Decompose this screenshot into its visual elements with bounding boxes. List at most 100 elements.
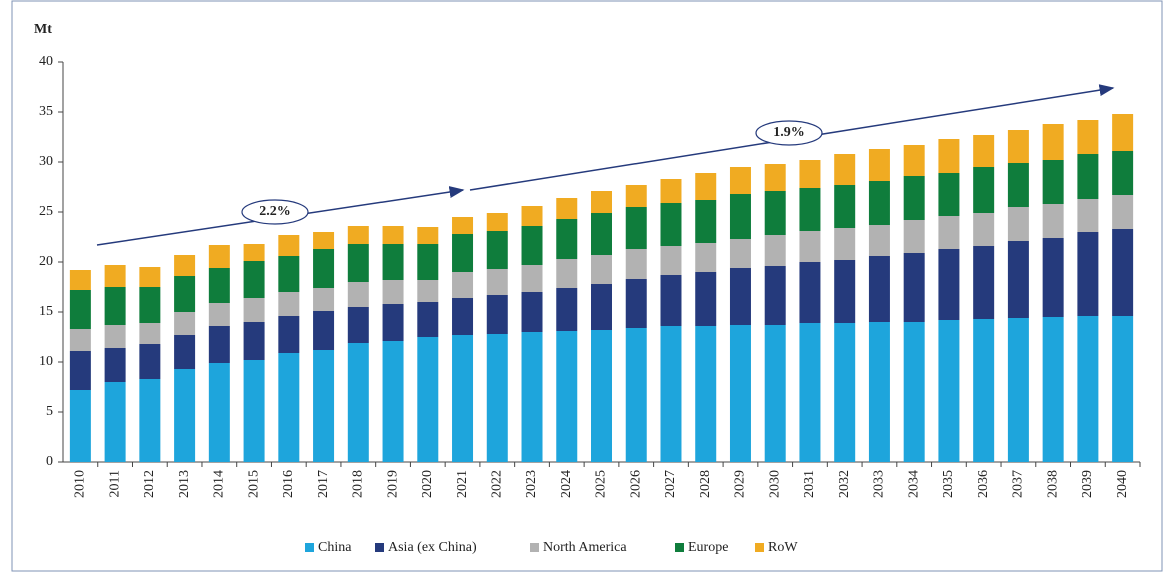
bar-segment <box>69 290 91 329</box>
bar-segment <box>521 265 543 292</box>
bar-segment <box>1042 204 1064 238</box>
bar-segment <box>521 292 543 332</box>
bar-segment <box>486 334 508 462</box>
bar-segment <box>625 249 647 279</box>
y-tick-label: 20 <box>39 254 53 269</box>
bar-segment <box>139 287 161 323</box>
x-tick-label: 2037 <box>1011 470 1026 498</box>
bar-segment <box>938 173 960 216</box>
bar-segment <box>417 244 439 280</box>
legend-label: North America <box>543 540 627 555</box>
bar-segment <box>347 244 369 282</box>
bar-segment <box>834 185 856 228</box>
legend-label: Asia (ex China) <box>388 540 477 555</box>
bar-segment <box>868 322 890 462</box>
bar-segment <box>903 220 925 253</box>
bar-segment <box>139 267 161 287</box>
bar-segment <box>1077 154 1099 199</box>
x-tick-label: 2019 <box>385 470 400 498</box>
bar-segment <box>764 266 786 325</box>
bar-segment <box>764 164 786 191</box>
x-tick-label: 2038 <box>1045 470 1060 498</box>
bar-segment <box>452 298 474 335</box>
bar-segment <box>834 228 856 260</box>
x-tick-label: 2021 <box>455 470 470 498</box>
bar-segment <box>868 256 890 322</box>
bar-segment <box>1042 238 1064 317</box>
bar-segment <box>799 231 821 262</box>
x-tick-label: 2036 <box>976 470 991 498</box>
y-tick-label: 25 <box>39 204 53 219</box>
bar-segment <box>903 322 925 462</box>
x-tick-label: 2039 <box>1080 470 1095 498</box>
x-tick-label: 2026 <box>628 470 643 498</box>
bar-segment <box>486 231 508 269</box>
bar-segment <box>139 344 161 379</box>
y-tick-label: 40 <box>39 54 53 69</box>
x-tick-label: 2022 <box>489 470 504 498</box>
x-tick-label: 2035 <box>941 470 956 498</box>
bar-segment <box>313 311 335 350</box>
x-tick-label: 2012 <box>142 470 157 498</box>
bar-segment <box>660 246 682 275</box>
bar-segment <box>625 279 647 328</box>
bar-segment <box>243 298 265 322</box>
bar-segment <box>729 268 751 325</box>
bar-segment <box>1077 316 1099 462</box>
bar-segment <box>938 320 960 462</box>
bar-segment <box>938 216 960 249</box>
bar-segment <box>973 246 995 319</box>
x-tick-label: 2040 <box>1115 470 1130 498</box>
bar-segment <box>868 149 890 181</box>
bar-segment <box>104 382 126 462</box>
bar-segment <box>973 213 995 246</box>
bar-segment <box>417 227 439 244</box>
x-tick-label: 2020 <box>420 470 435 498</box>
x-tick-label: 2025 <box>594 470 609 498</box>
legend-label: RoW <box>768 540 798 555</box>
bar-segment <box>695 243 717 272</box>
bar-segment <box>1042 124 1064 160</box>
bar-segment <box>174 276 196 312</box>
y-tick-label: 10 <box>39 354 53 369</box>
legend-swatch <box>305 543 314 552</box>
x-tick-label: 2034 <box>906 470 921 498</box>
bar-segment <box>208 363 230 462</box>
bar-segment <box>69 390 91 462</box>
bar-segment <box>174 335 196 369</box>
bar-segment <box>868 225 890 256</box>
annotation: 2.2% <box>259 204 291 219</box>
bar-segment <box>278 353 300 462</box>
bar-segment <box>1112 195 1134 229</box>
x-tick-label: 2027 <box>663 470 678 498</box>
bar-segment <box>834 323 856 462</box>
bar-segment <box>556 219 578 259</box>
bar-segment <box>278 235 300 256</box>
bar-segment <box>313 232 335 249</box>
x-tick-label: 2031 <box>802 470 817 498</box>
bar-segment <box>278 316 300 353</box>
x-tick-label: 2023 <box>524 470 539 498</box>
bar-segment <box>347 226 369 244</box>
x-tick-label: 2011 <box>107 470 122 497</box>
legend-swatch <box>375 543 384 552</box>
bar-segment <box>417 337 439 462</box>
y-tick-label: 35 <box>39 104 53 119</box>
bar-segment <box>591 191 612 213</box>
bar-segment <box>208 326 230 363</box>
bar-segment <box>139 379 161 462</box>
annotation-ellipse <box>241 199 309 225</box>
frame <box>11 0 1163 572</box>
bar-segment <box>452 234 474 272</box>
bar-segment <box>1007 241 1029 318</box>
bar-segment <box>382 341 404 462</box>
legend-swatch <box>530 543 539 552</box>
bar-segment <box>625 207 647 249</box>
bar-segment <box>521 206 543 226</box>
bar-segment <box>174 255 196 276</box>
bar-segment <box>1042 317 1064 462</box>
bar-segment <box>695 200 717 243</box>
bar-segment <box>243 360 265 462</box>
bar-segment <box>1112 316 1134 462</box>
